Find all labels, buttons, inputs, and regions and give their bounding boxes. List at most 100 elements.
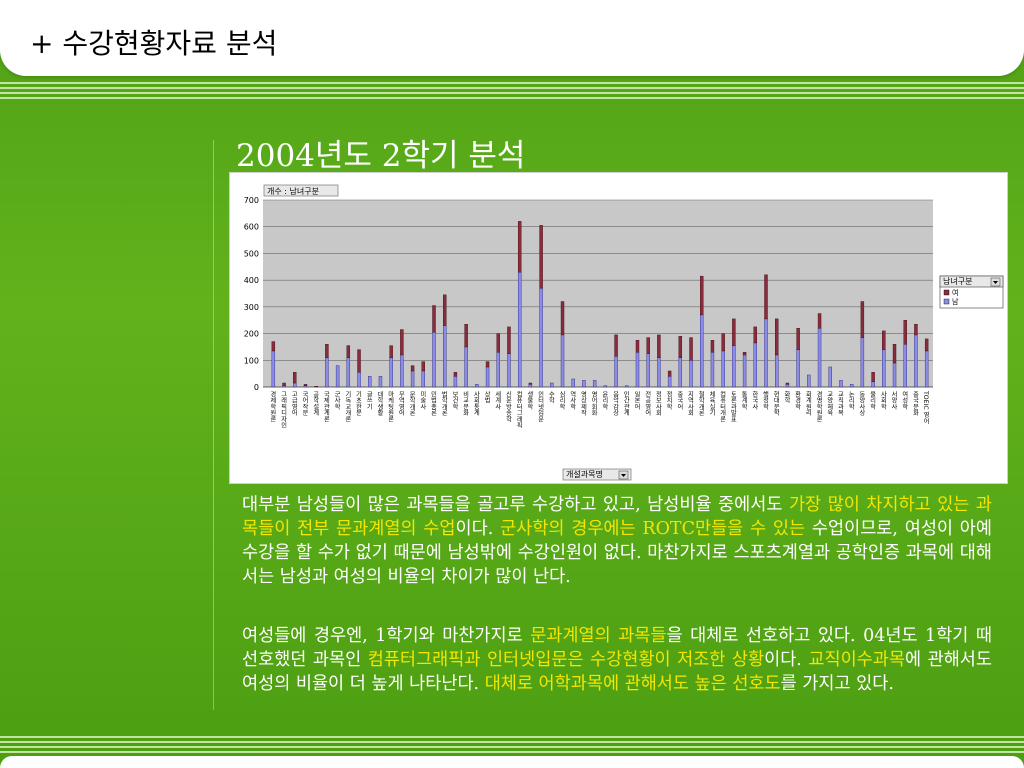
bar-female — [871, 372, 875, 382]
x-tick-label: 비교문화 — [462, 390, 469, 417]
bar-male — [421, 370, 425, 388]
decorative-stripes-bottom — [0, 736, 1024, 756]
bar-female — [678, 336, 683, 358]
bar-male — [560, 334, 565, 388]
x-tick-label: 컴퓨터그래픽 — [515, 390, 522, 429]
x-tick-label: 법학개론 — [440, 390, 447, 416]
x-tick-label: 인간관계 — [622, 391, 629, 417]
bar-female — [517, 221, 522, 273]
bar-male — [689, 360, 693, 388]
bar-female — [796, 328, 800, 350]
x-tick-label: 전공영어 — [644, 390, 651, 417]
x-tick-label: 회계원리 — [804, 390, 811, 417]
bar-male — [796, 349, 800, 388]
y-tick-label: 400 — [244, 276, 259, 285]
bar-male — [807, 374, 811, 388]
bar-male — [860, 337, 865, 388]
x-tick-label: 윤리학 — [601, 391, 608, 411]
bar-male — [335, 365, 340, 388]
analysis-paragraph-2: 여성들에 경우엔, 1학기와 마찬가지로 문과계열의 과목들을 대체로 선호하고… — [242, 624, 992, 696]
x-tick-label: 인터넷입문 — [537, 391, 544, 422]
bar-female — [785, 382, 790, 385]
bar-female — [689, 337, 693, 361]
bar-male — [357, 372, 361, 388]
x-tick-label: 수학 — [547, 391, 554, 405]
x-tick-label: 물리학 — [869, 391, 876, 411]
para2-highlight-3: 교직이수과목 — [808, 650, 905, 670]
bar-female — [657, 334, 661, 358]
para2-highlight-1: 문과계열의 과목들 — [530, 626, 667, 646]
x-tick-label: 생물학 — [526, 390, 533, 410]
bar-female — [710, 340, 715, 353]
x-tick-label: 정치학 — [665, 390, 672, 410]
bar-female — [775, 318, 779, 356]
x-tick-label: 무역영어 — [397, 391, 404, 417]
x-tick-label: 대학생활 — [376, 390, 383, 417]
x-tick-label: 음악감상 — [612, 391, 619, 416]
bar-male — [614, 356, 618, 388]
x-tick-label: 미술사 — [419, 390, 426, 410]
bar-male — [485, 366, 490, 388]
bar-female — [528, 382, 533, 385]
stacked-bar-chart: 개수 : 남녀구분 0 100 200 300 400 500 600 700 경제학원론 그래픽디… — [244, 184, 1004, 481]
legend-title: 남녀구분 — [943, 277, 972, 286]
bar-male — [646, 353, 650, 388]
x-tick-label: 경제학원론 — [269, 390, 276, 422]
bar-female — [817, 313, 822, 329]
bar-female — [914, 324, 918, 336]
chart-panel: 개수 : 남녀구분 0 100 200 300 400 500 600 700 경제학원론 그래픽디… — [229, 172, 1008, 484]
analysis-paragraph-1: 대부분 남성들이 많은 과목들을 골고루 수강하고 있고, 남성비율 중에서도 … — [242, 493, 992, 589]
bar-female — [410, 365, 415, 372]
x-tick-label: 심리학 — [558, 390, 565, 410]
bar-male — [914, 334, 918, 388]
x-tick-label: 기독교개론 — [344, 390, 351, 422]
x-tick-label: 토론과발표 — [729, 391, 736, 422]
bar-male — [271, 350, 276, 388]
x-field-label: 개설과목명 — [566, 469, 603, 479]
bar-female — [882, 330, 886, 350]
para2-text-3: 이다. — [764, 650, 809, 670]
x-tick-label: 사회통계 — [472, 390, 479, 417]
bar-male — [582, 380, 586, 388]
bar-male — [282, 385, 286, 388]
x-tick-label: 기초한문 — [355, 390, 362, 416]
chart-title-box — [263, 184, 339, 197]
bar-male — [657, 357, 661, 388]
plot-area — [263, 200, 933, 387]
bar-female — [860, 301, 865, 338]
bar-male — [785, 384, 790, 388]
bar-female — [271, 341, 276, 352]
bar-male — [475, 384, 479, 388]
bar-male — [892, 362, 897, 388]
divider-line — [213, 140, 214, 710]
footer-bar — [0, 756, 1024, 768]
bar-female — [432, 305, 436, 333]
bar-male — [775, 354, 779, 388]
x-tick-label: 신문방송학 — [504, 390, 511, 423]
bar-female — [539, 225, 543, 289]
x-tick-label: 환경학 — [794, 390, 801, 410]
bar-female — [892, 344, 897, 364]
bar-female — [700, 275, 704, 316]
bar-male — [678, 357, 683, 388]
para2-text-2: 을 대체로 선호하고 있다. 04년도 1학기 때 선호했던 과목인 — [242, 626, 992, 670]
x-tick-label: 중국어 — [676, 391, 683, 411]
bar-male — [700, 314, 704, 388]
x-tick-label: 국제관계론 — [322, 391, 329, 422]
x-tick-label: 체육실기 — [708, 390, 715, 417]
bar-male — [742, 354, 747, 388]
bar-male — [517, 271, 522, 388]
bar-female — [646, 337, 650, 354]
x-tick-label: 한국사 — [751, 391, 758, 411]
bar-female — [496, 333, 500, 353]
x-tick-label: 공학설계 — [312, 391, 319, 417]
para2-text-1: 여성들에 경우엔, 1학기와 마찬가지로 — [242, 626, 531, 646]
bar-male — [550, 382, 554, 388]
legend-label-female: 여 — [952, 288, 958, 297]
bar-female — [400, 329, 404, 356]
bar-male — [882, 349, 886, 388]
bar-male — [539, 287, 543, 388]
bar-male — [378, 376, 383, 388]
bar-female — [389, 345, 393, 358]
x-tick-label: 서양사 — [890, 390, 897, 410]
